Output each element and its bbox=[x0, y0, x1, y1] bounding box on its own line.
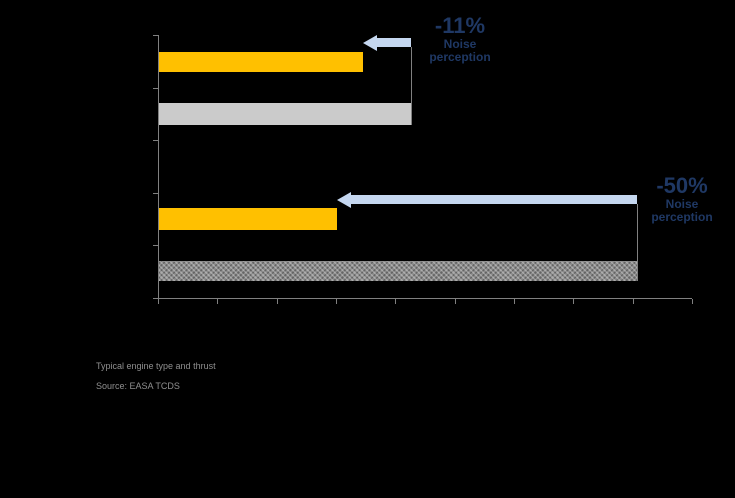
reduction-description-line: Noise bbox=[665, 197, 699, 211]
x-axis-tick bbox=[395, 299, 397, 304]
x-axis-tick bbox=[217, 299, 219, 304]
reduction-value-label: -50% bbox=[656, 173, 708, 198]
bar-group1-yellow bbox=[159, 52, 363, 72]
plot-area bbox=[153, 34, 693, 304]
x-axis-tick bbox=[573, 299, 575, 304]
x-axis-tick bbox=[276, 299, 278, 304]
arrow-head-icon bbox=[336, 191, 351, 208]
reduction-arrow-group1 bbox=[362, 34, 412, 51]
arrow-head-icon bbox=[362, 34, 377, 51]
x-axis-tick bbox=[336, 299, 337, 304]
bar-group2-grey-patterned bbox=[159, 261, 637, 281]
x-axis-tick bbox=[632, 299, 634, 304]
x-axis-tick bbox=[454, 299, 456, 304]
arrow-tail bbox=[350, 195, 637, 204]
bar-group2-yellow bbox=[159, 208, 337, 230]
arrow-tail bbox=[376, 38, 412, 47]
reduction-description-line: perception bbox=[651, 210, 713, 224]
reduction-description-line: Noise bbox=[443, 37, 477, 51]
footnote-engine-type: Typical engine type and thrust bbox=[96, 361, 216, 371]
y-axis-tick bbox=[153, 192, 158, 194]
reduction-arrow-group2 bbox=[336, 191, 637, 208]
annotation-group1: -11% Noise perception bbox=[398, 14, 522, 64]
annotation-group2: -50% Noise perception bbox=[621, 174, 735, 224]
footnote-source: Source: EASA TCDS bbox=[96, 381, 180, 391]
reduction-value-label: -11% bbox=[434, 13, 486, 38]
x-axis bbox=[158, 298, 692, 299]
y-axis-tick bbox=[153, 35, 158, 36]
y-axis-tick bbox=[153, 245, 158, 247]
y-axis-tick bbox=[153, 87, 158, 89]
x-axis-tick bbox=[158, 299, 159, 304]
connector-line-group1 bbox=[411, 47, 413, 125]
x-axis-tick bbox=[692, 299, 693, 304]
y-axis-tick bbox=[153, 298, 158, 299]
connector-line-group2 bbox=[636, 204, 638, 281]
y-axis bbox=[158, 35, 159, 299]
bar-group1-grey bbox=[159, 103, 412, 125]
y-axis-tick bbox=[153, 140, 158, 142]
reduction-description-line: perception bbox=[429, 50, 491, 64]
x-axis-tick bbox=[514, 299, 515, 304]
